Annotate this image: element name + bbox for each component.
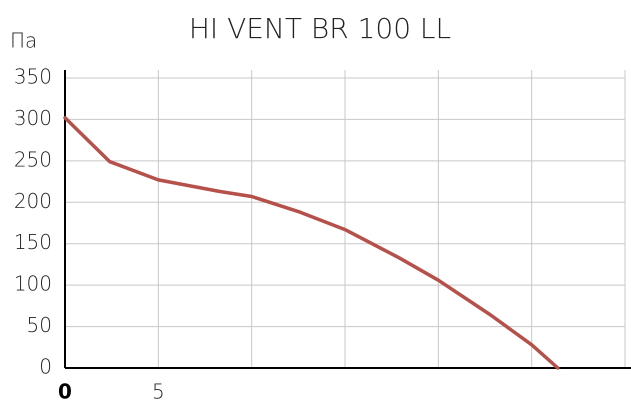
y-tick-label: 100 bbox=[14, 272, 52, 296]
y-tick-label: 0 bbox=[39, 355, 52, 379]
chart-title: HI VENT BR 100 LL bbox=[189, 12, 451, 45]
x-tick-label: 5 bbox=[152, 380, 165, 403]
y-tick-label: 50 bbox=[27, 313, 52, 337]
y-tick-label: 300 bbox=[14, 106, 52, 130]
x-tick-label: 0 bbox=[58, 380, 72, 403]
y-tick-label: 200 bbox=[14, 189, 52, 213]
y-tick-label: 250 bbox=[14, 147, 52, 171]
curve bbox=[63, 116, 560, 370]
y-tick-label: 150 bbox=[14, 230, 52, 254]
y-axis-label: Па bbox=[10, 29, 37, 53]
y-tick-label: 350 bbox=[14, 65, 52, 89]
